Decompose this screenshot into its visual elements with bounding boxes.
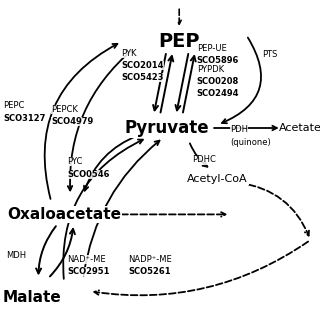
FancyArrowPatch shape [68, 50, 132, 190]
Text: SCO2014: SCO2014 [122, 61, 164, 70]
Text: Oxaloacetate: Oxaloacetate [7, 207, 121, 222]
FancyArrowPatch shape [183, 56, 196, 112]
FancyArrowPatch shape [177, 9, 181, 24]
Text: SCO5423: SCO5423 [122, 73, 164, 82]
Text: MDH: MDH [6, 252, 27, 260]
Text: SCO0546: SCO0546 [67, 170, 110, 179]
Text: PEP: PEP [158, 32, 200, 51]
Text: PYPDK: PYPDK [197, 65, 224, 74]
Text: NADP⁺-ME: NADP⁺-ME [128, 255, 172, 264]
FancyArrowPatch shape [222, 37, 261, 123]
Text: SCO3127: SCO3127 [3, 114, 45, 123]
Text: Pyruvate: Pyruvate [124, 119, 209, 137]
FancyArrowPatch shape [50, 229, 75, 276]
FancyArrowPatch shape [84, 135, 138, 191]
FancyArrowPatch shape [63, 140, 143, 279]
Text: PEPCK: PEPCK [51, 105, 78, 114]
Text: PEP-UE: PEP-UE [197, 44, 227, 53]
Text: (quinone): (quinone) [230, 138, 271, 147]
Text: PYK: PYK [122, 49, 137, 58]
Text: PYC: PYC [67, 157, 83, 166]
FancyArrowPatch shape [190, 143, 207, 167]
Text: SCO2951: SCO2951 [67, 267, 110, 276]
FancyArrowPatch shape [153, 54, 166, 110]
Text: PTS: PTS [262, 50, 278, 59]
FancyArrowPatch shape [36, 226, 56, 274]
FancyArrowPatch shape [240, 183, 309, 236]
Text: Acetyl-CoA: Acetyl-CoA [187, 174, 248, 184]
Text: SCO4979: SCO4979 [51, 117, 93, 126]
FancyArrowPatch shape [161, 56, 173, 112]
Text: SCO0208: SCO0208 [197, 77, 239, 86]
Text: SCO5896: SCO5896 [197, 56, 239, 65]
Text: PDH: PDH [230, 125, 248, 134]
Text: Malate: Malate [3, 290, 61, 305]
Text: SCO2494: SCO2494 [197, 89, 239, 98]
Text: Acetate: Acetate [279, 123, 320, 133]
FancyArrowPatch shape [84, 140, 159, 276]
FancyArrowPatch shape [44, 44, 117, 199]
Text: SCO5261: SCO5261 [128, 267, 171, 276]
FancyArrowPatch shape [214, 126, 277, 130]
FancyArrowPatch shape [112, 212, 226, 217]
Text: PEPC: PEPC [3, 101, 25, 110]
Text: PDHC: PDHC [192, 156, 216, 164]
FancyArrowPatch shape [175, 54, 188, 110]
FancyArrowPatch shape [94, 242, 308, 295]
Text: NAD⁺-ME: NAD⁺-ME [67, 255, 106, 264]
